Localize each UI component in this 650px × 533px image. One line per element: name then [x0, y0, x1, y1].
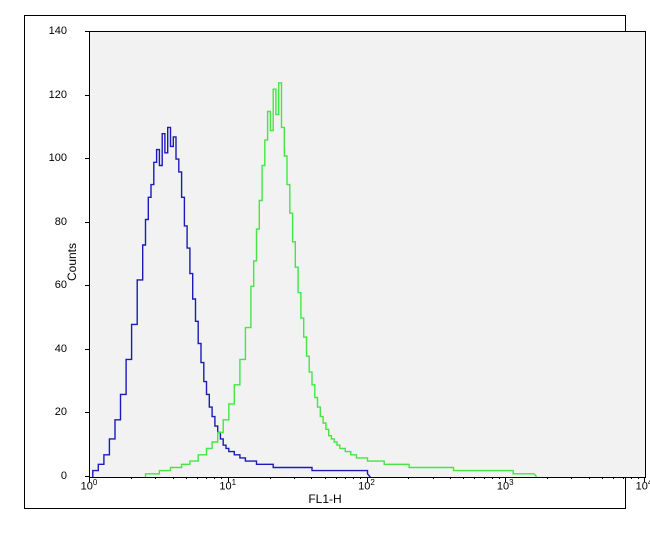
plot-outer-frame: Counts FL1-H 020406080100120140 10010110… — [24, 15, 626, 509]
y-tick-label: 0 — [61, 470, 67, 482]
histogram-curves — [90, 32, 645, 477]
y-tick-label: 140 — [49, 25, 67, 37]
histogram-curve-control — [93, 127, 371, 477]
x-axis-label: FL1-H — [308, 492, 341, 506]
y-tick-label: 20 — [55, 406, 67, 418]
histogram-curve-sample — [146, 83, 537, 477]
y-tick-label: 40 — [55, 343, 67, 355]
y-tick-label: 100 — [49, 152, 67, 164]
chart-container: Counts FL1-H 020406080100120140 10010110… — [0, 0, 650, 533]
y-tick-label: 60 — [55, 279, 67, 291]
y-tick-label: 80 — [55, 216, 67, 228]
y-axis-label: Counts — [65, 243, 79, 281]
y-tick-label: 120 — [49, 89, 67, 101]
plot-area — [89, 31, 646, 478]
x-tick-label: 104 — [636, 478, 650, 493]
